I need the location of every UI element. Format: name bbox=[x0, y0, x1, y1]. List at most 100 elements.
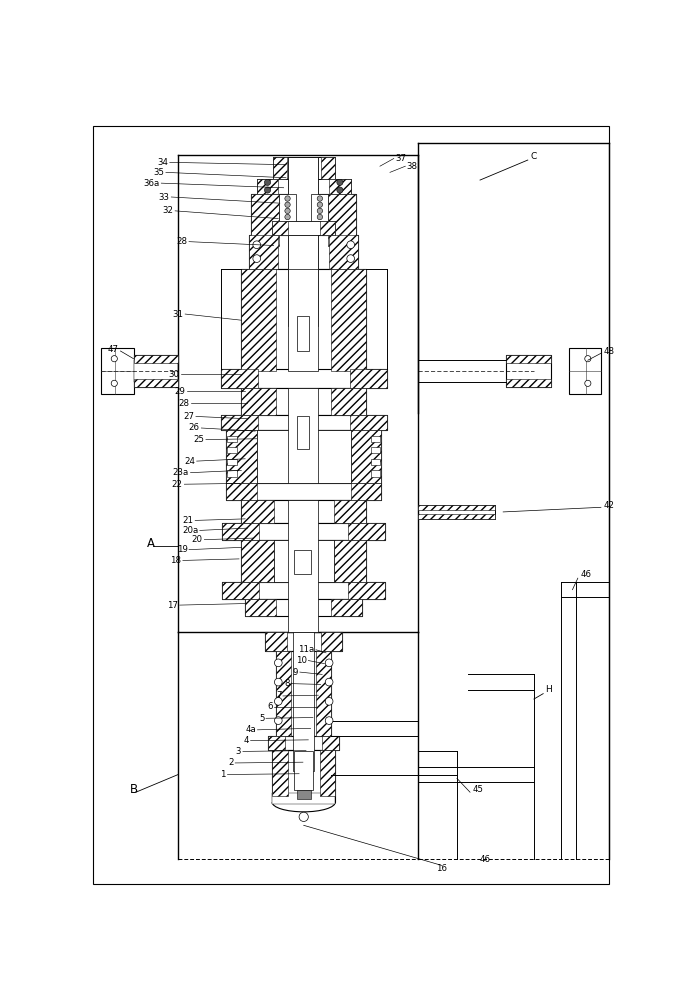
Bar bbox=[297, 416, 309, 449]
Circle shape bbox=[253, 255, 260, 262]
Bar bbox=[222, 582, 386, 599]
Bar bbox=[272, 793, 335, 804]
Text: 46: 46 bbox=[480, 855, 491, 864]
Bar bbox=[226, 430, 382, 483]
Text: 7: 7 bbox=[276, 691, 282, 700]
Text: 11a: 11a bbox=[298, 645, 314, 654]
Bar bbox=[226, 430, 257, 483]
Bar bbox=[265, 632, 287, 651]
Text: 46: 46 bbox=[580, 570, 591, 579]
Text: 29: 29 bbox=[174, 387, 185, 396]
Text: 27: 27 bbox=[184, 412, 195, 421]
Bar bbox=[569, 348, 601, 394]
Bar bbox=[241, 500, 366, 523]
Bar bbox=[249, 235, 278, 269]
Bar bbox=[272, 221, 335, 235]
Text: 8: 8 bbox=[284, 679, 290, 688]
Bar bbox=[332, 388, 366, 415]
Bar bbox=[134, 355, 178, 387]
Bar bbox=[272, 750, 335, 802]
Text: 30: 30 bbox=[169, 370, 179, 379]
Bar bbox=[221, 415, 387, 430]
Text: C: C bbox=[530, 152, 536, 161]
Text: 9: 9 bbox=[293, 668, 298, 677]
Bar bbox=[241, 540, 366, 582]
Text: 26: 26 bbox=[189, 424, 200, 432]
Bar bbox=[227, 447, 237, 453]
Bar bbox=[322, 736, 339, 750]
Bar bbox=[241, 540, 274, 582]
Text: 20a: 20a bbox=[182, 526, 198, 535]
Bar bbox=[506, 355, 551, 363]
Bar bbox=[227, 459, 237, 465]
Bar bbox=[329, 179, 351, 194]
Bar bbox=[272, 750, 288, 796]
Text: 35: 35 bbox=[153, 168, 164, 177]
Text: 42: 42 bbox=[603, 500, 614, 510]
Circle shape bbox=[347, 241, 355, 249]
Bar bbox=[350, 369, 387, 388]
Bar bbox=[251, 194, 279, 246]
Bar bbox=[297, 790, 310, 799]
Circle shape bbox=[347, 255, 355, 262]
Circle shape bbox=[275, 698, 282, 705]
Circle shape bbox=[585, 356, 591, 362]
Bar bbox=[419, 514, 495, 519]
Bar bbox=[328, 194, 356, 246]
Bar bbox=[221, 369, 258, 388]
Circle shape bbox=[285, 202, 290, 207]
Bar bbox=[419, 505, 495, 510]
Bar bbox=[226, 483, 382, 500]
Bar bbox=[371, 436, 380, 442]
Text: 28: 28 bbox=[177, 237, 188, 246]
Text: 20: 20 bbox=[192, 535, 203, 544]
Circle shape bbox=[275, 659, 282, 667]
Circle shape bbox=[285, 214, 290, 220]
Text: 10: 10 bbox=[296, 656, 307, 665]
Circle shape bbox=[325, 717, 333, 724]
Bar bbox=[279, 194, 296, 221]
Text: 37: 37 bbox=[395, 154, 406, 163]
Bar bbox=[419, 505, 495, 519]
Bar bbox=[350, 415, 387, 430]
Bar bbox=[222, 523, 386, 540]
Bar bbox=[312, 194, 328, 221]
Circle shape bbox=[325, 659, 333, 667]
Bar bbox=[349, 582, 386, 599]
Bar bbox=[269, 736, 285, 750]
Text: 18: 18 bbox=[171, 556, 182, 565]
Bar bbox=[288, 388, 318, 483]
Bar bbox=[134, 355, 178, 363]
Bar bbox=[273, 157, 334, 179]
Bar bbox=[320, 750, 335, 796]
Bar bbox=[371, 447, 380, 453]
Bar bbox=[257, 179, 278, 194]
Text: 16: 16 bbox=[436, 864, 447, 873]
Text: 25: 25 bbox=[193, 435, 204, 444]
Bar bbox=[241, 269, 276, 371]
Circle shape bbox=[585, 380, 591, 386]
Bar bbox=[321, 157, 334, 179]
Circle shape bbox=[285, 208, 290, 214]
Text: 4: 4 bbox=[244, 736, 249, 745]
Bar bbox=[249, 235, 358, 269]
Bar bbox=[371, 459, 380, 465]
Text: 3: 3 bbox=[236, 747, 241, 756]
Circle shape bbox=[337, 187, 343, 193]
Circle shape bbox=[325, 678, 333, 686]
Text: 36a: 36a bbox=[143, 179, 160, 188]
Bar bbox=[293, 632, 314, 771]
Text: H: H bbox=[545, 685, 552, 694]
Bar bbox=[269, 736, 339, 750]
Bar bbox=[316, 651, 332, 736]
Bar bbox=[294, 550, 310, 574]
Text: 22: 22 bbox=[172, 480, 183, 489]
Bar bbox=[349, 523, 386, 540]
Bar bbox=[241, 500, 274, 523]
Text: 47: 47 bbox=[107, 345, 118, 354]
Bar bbox=[332, 269, 366, 371]
Bar bbox=[241, 388, 366, 415]
Text: 19: 19 bbox=[177, 545, 188, 554]
Bar bbox=[288, 500, 318, 632]
Bar bbox=[297, 316, 309, 351]
